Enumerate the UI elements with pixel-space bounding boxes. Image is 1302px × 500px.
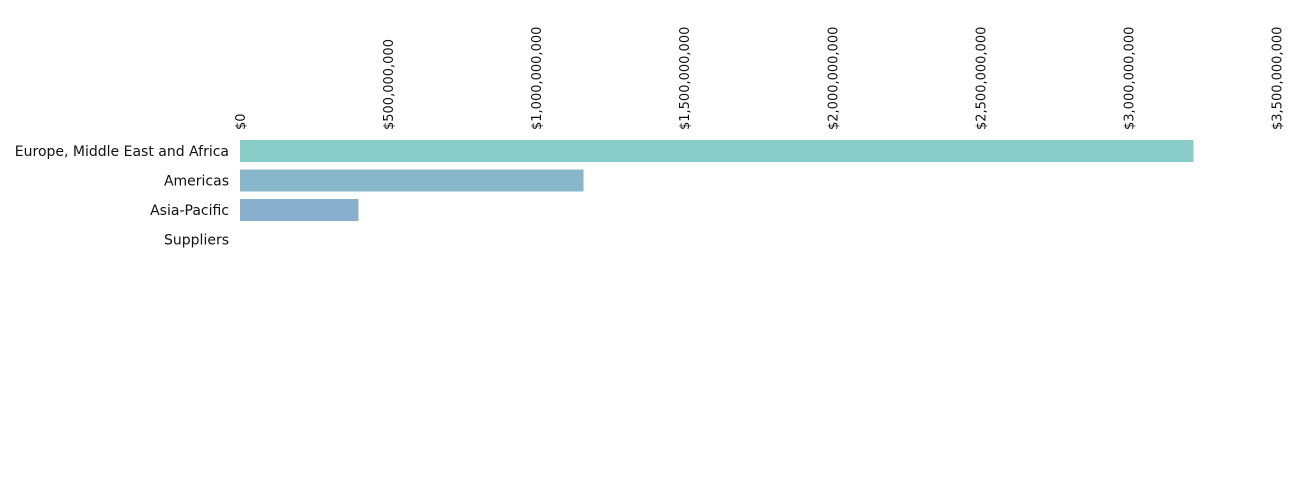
category-label: Asia-Pacific (150, 203, 229, 219)
x-tick-label: $2,000,000,000 (826, 27, 841, 130)
x-tick-label: $3,500,000,000 (1271, 27, 1286, 130)
bar[interactable] (240, 199, 359, 221)
x-tick-label: $3,000,000,000 (1122, 27, 1137, 130)
x-tick-label: $1,000,000,000 (530, 27, 545, 130)
bar[interactable] (240, 140, 1194, 162)
x-tick-label: $500,000,000 (382, 39, 397, 130)
bar[interactable] (240, 169, 584, 192)
category-label: Americas (164, 174, 229, 190)
category-label: Suppliers (164, 233, 229, 249)
category-label: Europe, Middle East and Africa (15, 144, 229, 160)
x-tick-label: $2,500,000,000 (974, 27, 989, 130)
x-tick-label: $1,500,000,000 (678, 27, 693, 130)
bars (240, 140, 1194, 221)
x-tick-label: $0 (234, 113, 249, 130)
x-axis-ticks: $0 $500,000,000 $1,000,000,000 $1,500,000,0… (234, 27, 1286, 130)
y-axis-category-labels: Europe, Middle East and Africa Americas As… (15, 144, 229, 249)
